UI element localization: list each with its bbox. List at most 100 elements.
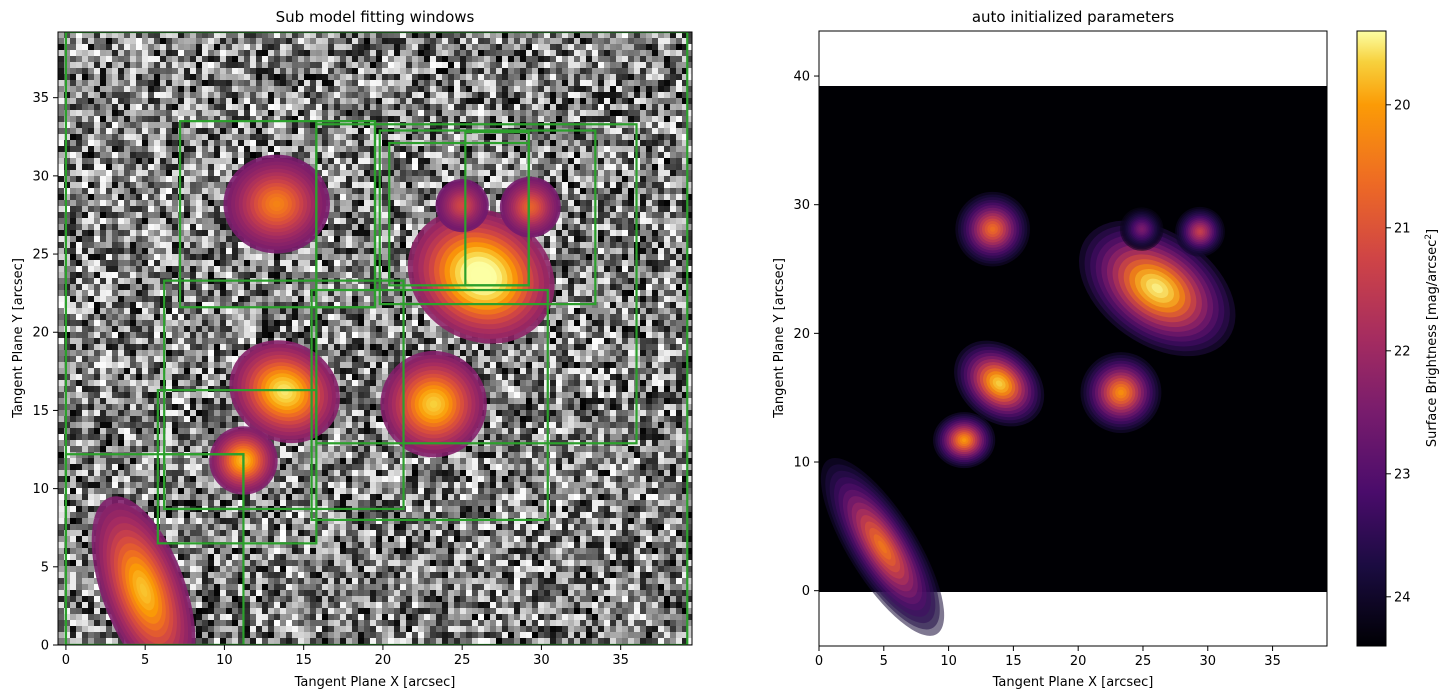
noise-pixel xyxy=(490,92,496,98)
noise-pixel xyxy=(628,206,634,212)
noise-pixel xyxy=(568,158,574,164)
noise-pixel xyxy=(262,62,268,68)
noise-pixel xyxy=(616,152,622,158)
noise-pixel xyxy=(586,116,592,122)
noise-pixel xyxy=(250,308,256,314)
noise-pixel xyxy=(502,134,508,140)
noise-pixel xyxy=(58,122,64,128)
noise-pixel xyxy=(490,68,496,74)
noise-pixel xyxy=(604,278,610,284)
noise-pixel xyxy=(436,56,442,62)
noise-pixel xyxy=(70,278,76,284)
noise-pixel xyxy=(88,68,94,74)
noise-pixel xyxy=(142,92,148,98)
noise-pixel xyxy=(322,284,328,290)
noise-pixel xyxy=(256,134,262,140)
noise-pixel xyxy=(598,230,604,236)
noise-pixel xyxy=(160,110,166,116)
noise-pixel xyxy=(214,104,220,110)
noise-pixel xyxy=(634,92,640,98)
noise-pixel xyxy=(100,86,106,92)
noise-pixel xyxy=(382,38,388,44)
noise-pixel xyxy=(220,272,226,278)
noise-pixel xyxy=(502,38,508,44)
noise-pixel xyxy=(292,92,298,98)
noise-pixel xyxy=(154,302,160,308)
noise-pixel xyxy=(316,284,322,290)
noise-pixel xyxy=(250,56,256,62)
noise-pixel xyxy=(124,62,130,68)
noise-pixel xyxy=(688,260,692,266)
noise-pixel xyxy=(82,86,88,92)
noise-pixel xyxy=(178,86,184,92)
noise-pixel xyxy=(652,122,658,128)
noise-pixel xyxy=(280,272,286,278)
noise-pixel xyxy=(322,140,328,146)
noise-pixel xyxy=(88,176,94,182)
noise-pixel xyxy=(472,62,478,68)
noise-pixel xyxy=(106,200,112,206)
noise-pixel xyxy=(256,32,262,38)
noise-pixel xyxy=(142,254,148,260)
noise-pixel xyxy=(682,278,688,284)
noise-pixel xyxy=(388,170,394,176)
noise-pixel xyxy=(622,236,628,242)
noise-pixel xyxy=(490,50,496,56)
noise-pixel xyxy=(676,122,682,128)
noise-pixel xyxy=(454,146,460,152)
noise-pixel xyxy=(436,104,442,110)
noise-pixel xyxy=(322,248,328,254)
noise-pixel xyxy=(658,56,664,62)
noise-pixel xyxy=(574,248,580,254)
noise-pixel xyxy=(214,182,220,188)
noise-pixel xyxy=(340,218,346,224)
noise-pixel xyxy=(70,146,76,152)
noise-pixel xyxy=(220,44,226,50)
noise-pixel xyxy=(472,38,478,44)
noise-pixel xyxy=(292,104,298,110)
noise-pixel xyxy=(262,92,268,98)
noise-pixel xyxy=(310,104,316,110)
noise-pixel xyxy=(688,170,692,176)
noise-pixel xyxy=(388,68,394,74)
noise-pixel xyxy=(418,98,424,104)
noise-pixel xyxy=(106,152,112,158)
noise-pixel xyxy=(316,290,322,296)
noise-pixel xyxy=(508,44,514,50)
noise-pixel xyxy=(322,128,328,134)
noise-pixel xyxy=(538,86,544,92)
noise-pixel xyxy=(118,290,124,296)
noise-pixel xyxy=(208,272,214,278)
noise-pixel xyxy=(358,32,364,38)
noise-pixel xyxy=(484,170,490,176)
noise-pixel xyxy=(118,80,124,86)
noise-pixel xyxy=(538,56,544,62)
noise-pixel xyxy=(166,206,172,212)
noise-pixel xyxy=(370,224,376,230)
noise-pixel xyxy=(82,200,88,206)
noise-pixel xyxy=(232,128,238,134)
noise-pixel xyxy=(508,176,514,182)
noise-pixel xyxy=(82,68,88,74)
noise-pixel xyxy=(424,152,430,158)
noise-pixel xyxy=(508,104,514,110)
noise-pixel xyxy=(376,56,382,62)
noise-pixel xyxy=(148,68,154,74)
noise-pixel xyxy=(118,110,124,116)
noise-pixel xyxy=(688,134,692,140)
noise-pixel xyxy=(556,284,562,290)
noise-pixel xyxy=(130,182,136,188)
noise-pixel xyxy=(688,122,692,128)
noise-pixel xyxy=(256,302,262,308)
noise-pixel xyxy=(412,110,418,116)
noise-pixel xyxy=(298,92,304,98)
noise-pixel xyxy=(274,272,280,278)
noise-pixel xyxy=(544,86,550,92)
noise-pixel xyxy=(658,272,664,278)
noise-pixel xyxy=(424,218,430,224)
noise-pixel xyxy=(166,194,172,200)
noise-pixel xyxy=(604,266,610,272)
noise-pixel xyxy=(220,188,226,194)
noise-pixel xyxy=(664,44,670,50)
noise-pixel xyxy=(340,194,346,200)
